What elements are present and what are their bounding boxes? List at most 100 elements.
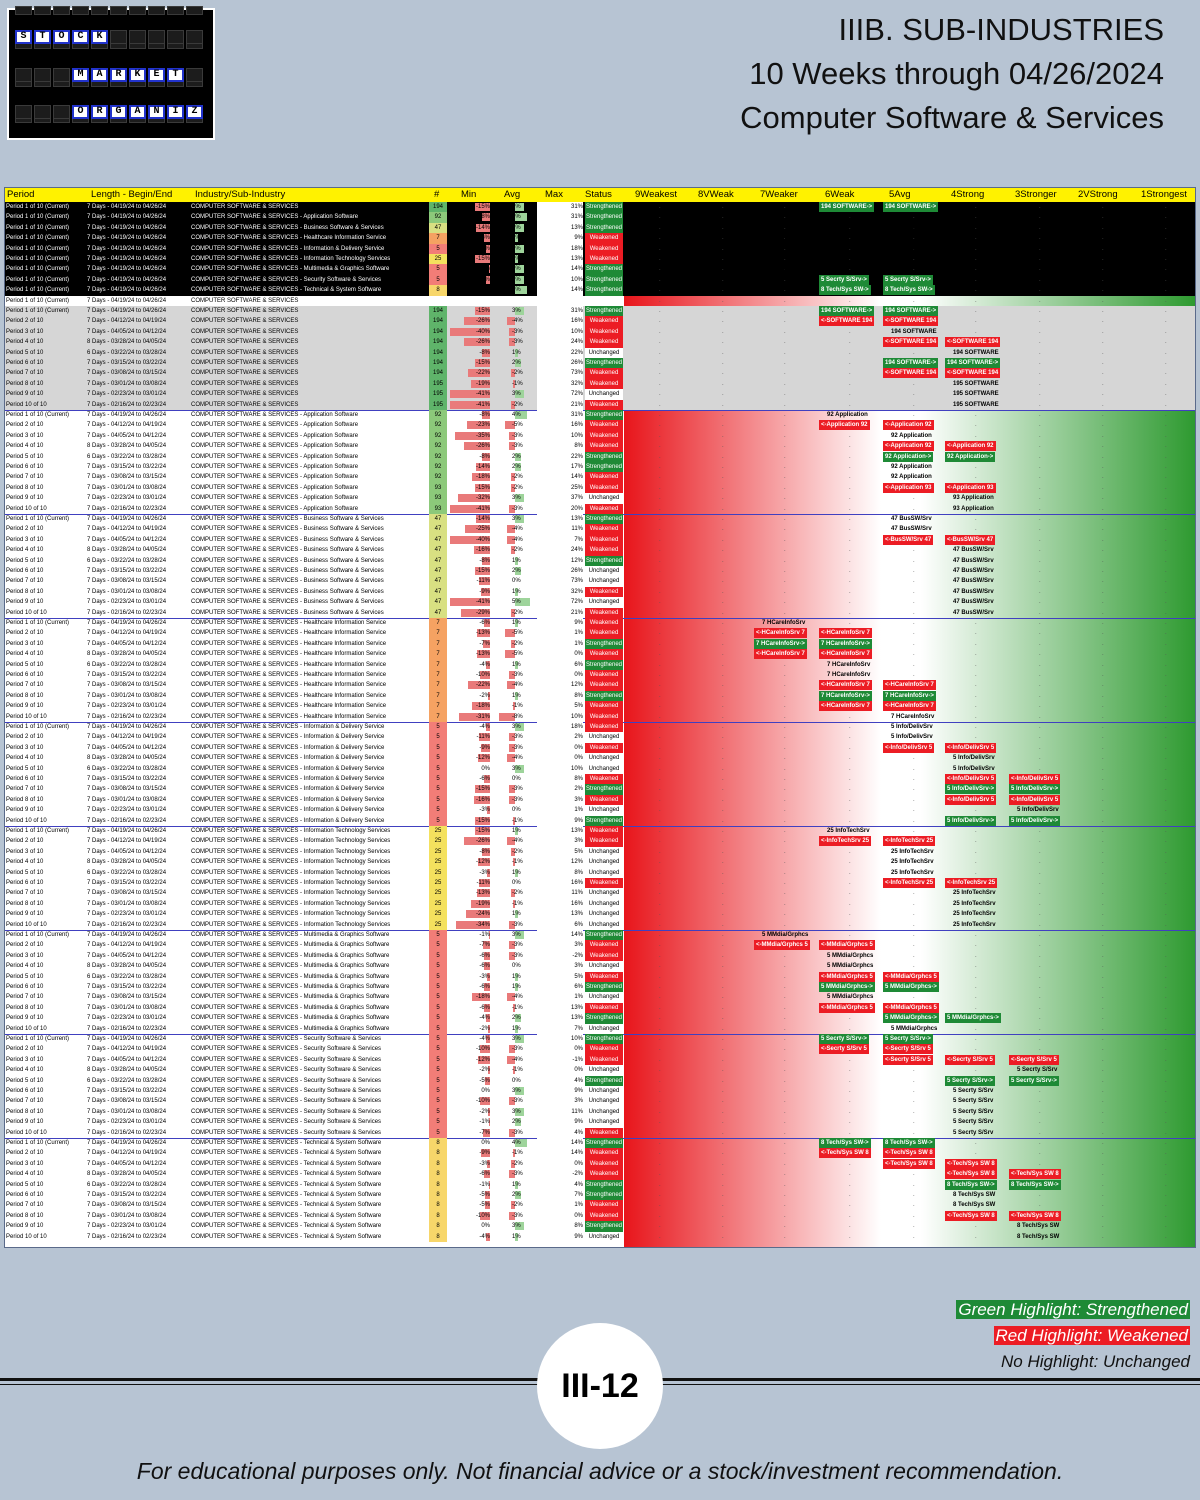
level-dot: .	[849, 443, 851, 450]
level-dot: .	[722, 360, 724, 366]
cell-status: Strengthened	[585, 1221, 623, 1232]
level-dot: .	[1039, 1140, 1041, 1146]
level-dot: .	[913, 401, 915, 408]
cell-industry: COMPUTER SOFTWARE & SERVICES - Applicati…	[191, 214, 359, 221]
level-dot: .	[784, 1025, 786, 1032]
avg-value: -4%	[512, 526, 523, 533]
level-dot: .	[784, 1056, 786, 1063]
cell-industry: COMPUTER SOFTWARE & SERVICES	[191, 204, 299, 210]
cell-count: 5	[429, 1054, 447, 1066]
avg-value: -4%	[512, 1056, 523, 1063]
level-dot: .	[975, 869, 977, 876]
table-row: Period 4 of 10 8 Days - 03/28/24 to 04/05…	[5, 1169, 1195, 1180]
level-dot: .	[1102, 1181, 1104, 1188]
avg-bar	[509, 795, 515, 804]
table-row: Period 7 of 10 7 Days - 03/08/24 to 03/15…	[5, 576, 1195, 587]
level-label: 5 MMdia/Grphcs	[827, 952, 874, 959]
level-dot: .	[1165, 692, 1167, 699]
level-dot: .	[975, 328, 977, 335]
level-dot: .	[722, 1160, 724, 1167]
cell-count: 92	[429, 451, 447, 462]
sub-industry-table: Period Length - Begin/End Industry/Sub-I…	[4, 187, 1196, 1248]
level-label: <-MMdia/Grphcs 5	[819, 971, 875, 982]
level-label: 5 Secrty S/Srv->	[819, 274, 869, 285]
level-dot: .	[975, 1192, 977, 1198]
level-dot: .	[975, 256, 977, 262]
level-label: <-BusSW/Srv 47	[945, 534, 996, 545]
cell-period: Period 3 of 10	[6, 848, 44, 855]
level-dot: .	[849, 661, 851, 668]
min-value: -3%	[479, 1160, 490, 1167]
level-dot: .	[722, 1108, 724, 1115]
level-dot: .	[659, 911, 661, 918]
cell-length: 7 Days - 02/23/24 to 03/01/24	[87, 391, 167, 398]
cell-industry: COMPUTER SOFTWARE & SERVICES - Technical…	[191, 1150, 382, 1157]
avg-bar	[509, 327, 515, 336]
level-dot: .	[849, 1181, 851, 1188]
level-dot: .	[849, 1171, 851, 1178]
min-bar	[472, 993, 490, 1002]
level-dot: .	[1102, 900, 1104, 907]
level-dot: .	[849, 245, 851, 252]
min-bar	[484, 775, 490, 783]
level-label: 5 Info/DelivSrv	[891, 724, 933, 730]
level-dot: .	[784, 796, 786, 803]
cell-industry: COMPUTER SOFTWARE & SERVICES - Multimedi…	[191, 942, 390, 949]
level-label: <-Secrty S/Srv 5	[883, 1044, 933, 1055]
avg-value: 3%	[512, 516, 521, 522]
level-dot: .	[1165, 734, 1167, 741]
cell-status: Strengthened	[585, 451, 623, 462]
cell-count: 5	[429, 815, 447, 826]
level-dot: .	[1039, 1025, 1041, 1032]
avg-value: 1%	[512, 620, 521, 626]
level-dot: .	[1039, 204, 1041, 210]
level-dot: .	[784, 1036, 786, 1042]
level-dot: .	[722, 1015, 724, 1022]
min-value: 0%	[481, 1088, 490, 1094]
table-row: Period 4 of 10 8 Days - 03/28/24 to 04/05…	[5, 441, 1195, 452]
cell-max: 9%	[537, 1231, 583, 1242]
cell-max: 10%	[537, 763, 583, 774]
cell-status: Weakened	[585, 628, 623, 639]
cell-count: 5	[429, 243, 447, 254]
min-value: -41%	[475, 599, 490, 606]
cell-industry: COMPUTER SOFTWARE & SERVICES - Applicati…	[191, 474, 359, 481]
min-value: -12%	[475, 859, 490, 866]
cell-count: 25	[429, 909, 447, 920]
min-value: -5%	[479, 1202, 490, 1209]
cell-status: Strengthened	[585, 1013, 623, 1024]
cell-length: 7 Days - 03/08/24 to 03/15/24	[87, 474, 167, 481]
cell-length: 6 Days - 03/22/24 to 03/28/24	[87, 349, 167, 356]
cell-length: 6 Days - 03/22/24 to 03/28/24	[87, 453, 167, 460]
level-dot: .	[975, 1046, 977, 1053]
level-dot: .	[1165, 557, 1167, 564]
min-bar	[481, 587, 490, 596]
level-dot: .	[1165, 807, 1167, 814]
logo-tile	[34, 68, 51, 82]
level-dot: .	[1039, 1202, 1041, 1209]
cell-status: Weakened	[585, 722, 623, 733]
cell-count: 194	[429, 202, 447, 213]
cell-max: 0%	[537, 649, 583, 660]
level-dot: .	[1039, 245, 1041, 252]
level-dot: .	[659, 1202, 661, 1209]
avg-bar	[507, 535, 515, 544]
level-dot: .	[913, 1223, 915, 1230]
level-dot: .	[1102, 1077, 1104, 1084]
level-dot: .	[722, 672, 724, 678]
level-dot: .	[659, 464, 661, 470]
min-value: -4%	[479, 276, 490, 283]
level-dot: .	[659, 443, 661, 450]
table-row: Period 9 of 10 7 Days - 02/23/24 to 03/01…	[5, 597, 1195, 608]
min-bar	[486, 1232, 490, 1241]
level-dot: .	[849, 713, 851, 720]
level-dot: .	[1165, 266, 1167, 273]
cell-status: Strengthened	[585, 815, 623, 826]
cell-length: 7 Days - 02/23/24 to 03/01/24	[87, 1015, 167, 1022]
level-dot: .	[1039, 224, 1041, 231]
cell-industry: COMPUTER SOFTWARE & SERVICES - Applicati…	[191, 505, 359, 512]
level-dot: .	[659, 724, 661, 730]
min-bar	[464, 837, 490, 846]
min-value: -8%	[479, 557, 490, 564]
cell-length: 8 Days - 03/28/24 to 04/05/24	[87, 859, 167, 866]
